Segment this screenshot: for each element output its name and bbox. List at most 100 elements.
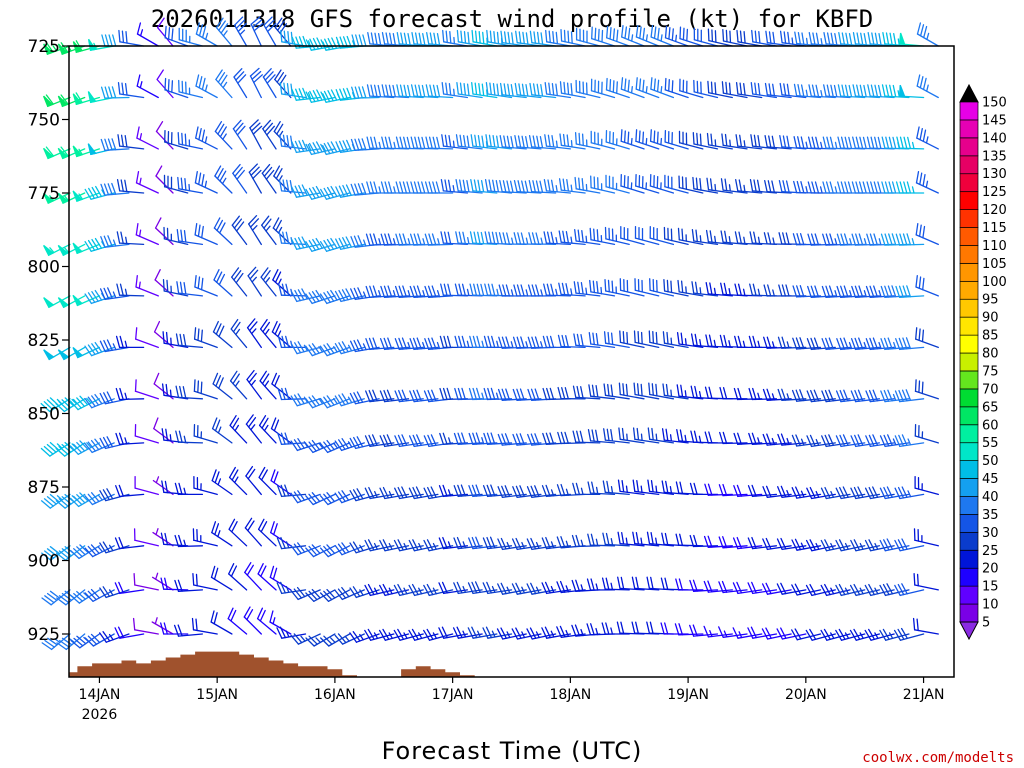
barb-feather bbox=[829, 181, 834, 194]
barb-feather bbox=[872, 389, 879, 402]
barb-feather bbox=[305, 143, 313, 156]
barb-feather bbox=[320, 91, 327, 103]
wind-barb bbox=[116, 231, 145, 246]
barb-feather bbox=[675, 578, 680, 591]
barb-feather bbox=[891, 285, 897, 298]
wind-barb bbox=[276, 626, 307, 639]
barb-feather bbox=[578, 177, 581, 191]
barb-feather bbox=[815, 136, 820, 150]
wind-barb bbox=[808, 84, 836, 99]
barb-half-feather bbox=[250, 424, 256, 431]
barb-half-feather bbox=[388, 632, 393, 639]
barb-feather bbox=[807, 285, 812, 298]
barb-feather bbox=[297, 438, 305, 449]
barb-half-feather bbox=[540, 341, 544, 349]
wind-barb bbox=[894, 486, 925, 500]
barb-feather bbox=[489, 30, 493, 44]
barb-feather bbox=[87, 635, 98, 645]
barb-feather bbox=[290, 395, 298, 407]
wind-barb bbox=[380, 285, 410, 298]
barb-feather bbox=[881, 84, 886, 97]
barb-half-feather bbox=[878, 341, 882, 350]
wind-barb bbox=[556, 580, 586, 594]
barb-feather bbox=[253, 74, 263, 84]
barb-feather bbox=[838, 583, 846, 596]
barb-feather bbox=[279, 82, 283, 95]
wind-barb bbox=[575, 79, 601, 99]
barb-feather bbox=[156, 17, 165, 29]
wind-barb bbox=[257, 563, 277, 591]
barb-feather bbox=[248, 372, 257, 384]
y-tick-label: 925 bbox=[28, 625, 60, 645]
wind-barb bbox=[573, 333, 601, 349]
barb-half-feather bbox=[481, 437, 485, 445]
barb-feather bbox=[620, 576, 625, 590]
barb-feather bbox=[719, 386, 724, 400]
barb-feather bbox=[175, 333, 180, 346]
x-tick-label: 18JAN bbox=[549, 687, 591, 703]
barb-half-feather bbox=[263, 424, 269, 432]
barb-feather bbox=[603, 383, 607, 396]
barb-feather bbox=[734, 283, 739, 296]
barb-feather bbox=[281, 283, 286, 296]
barb-feather bbox=[192, 573, 195, 586]
wind-barb bbox=[84, 341, 115, 357]
barb-half-feather bbox=[626, 433, 628, 442]
barb-feather bbox=[341, 490, 350, 501]
barb-feather bbox=[511, 538, 518, 551]
wind-barb bbox=[732, 627, 763, 639]
barb-feather bbox=[915, 223, 919, 236]
barb-feather bbox=[500, 30, 504, 44]
barb-feather bbox=[650, 77, 653, 90]
colorbar-label: 15 bbox=[982, 580, 999, 595]
colorbar-swatch bbox=[959, 119, 979, 139]
barb-feather bbox=[280, 432, 286, 445]
barb-feather bbox=[805, 539, 813, 552]
wind-barb bbox=[214, 165, 233, 194]
barb-half-feather bbox=[786, 341, 790, 349]
barb-feather bbox=[484, 231, 489, 244]
wind-barb bbox=[880, 285, 910, 298]
colorbar-swatch bbox=[959, 567, 979, 587]
barb-feather bbox=[230, 318, 239, 330]
barb-feather bbox=[527, 284, 533, 297]
barb-feather bbox=[545, 29, 548, 43]
barb-feather bbox=[178, 534, 183, 548]
barb-feather bbox=[285, 231, 290, 245]
barb-feather bbox=[646, 621, 651, 634]
barb-feather bbox=[298, 184, 305, 197]
wind-barb bbox=[515, 30, 542, 47]
barb-feather bbox=[581, 133, 584, 147]
barb-feather bbox=[783, 31, 787, 44]
barb-feather bbox=[767, 232, 772, 245]
barb-feather bbox=[308, 441, 317, 452]
colorbar-swatch bbox=[959, 388, 979, 408]
barb-feather bbox=[273, 523, 278, 536]
barb-feather bbox=[694, 385, 698, 399]
wind-barb bbox=[276, 581, 307, 595]
colorbar-label: 145 bbox=[982, 113, 1007, 128]
barb-feather bbox=[868, 434, 875, 447]
barb-feather bbox=[429, 84, 433, 97]
barb-feather bbox=[290, 343, 298, 355]
barb-feather bbox=[327, 90, 334, 102]
barb-feather bbox=[194, 223, 198, 236]
barb-half-feather bbox=[448, 437, 452, 445]
wind-barb bbox=[735, 179, 763, 194]
barb-half-feather bbox=[432, 587, 437, 595]
colorbar-swatch bbox=[959, 442, 979, 461]
barb-feather bbox=[471, 29, 474, 43]
barb-feather bbox=[174, 579, 180, 592]
barb-feather bbox=[751, 484, 757, 497]
barb-feather bbox=[809, 486, 816, 499]
barb-feather bbox=[372, 389, 378, 402]
wind-barb bbox=[455, 134, 483, 150]
barb-feather bbox=[79, 440, 89, 450]
barb-feather bbox=[476, 283, 481, 297]
wind-barb bbox=[706, 177, 733, 194]
barb-feather bbox=[175, 385, 180, 399]
colorbar-label: 150 bbox=[982, 96, 1007, 111]
wind-barb bbox=[915, 170, 939, 194]
barb-feather bbox=[73, 548, 83, 558]
barb-feather bbox=[46, 399, 57, 409]
